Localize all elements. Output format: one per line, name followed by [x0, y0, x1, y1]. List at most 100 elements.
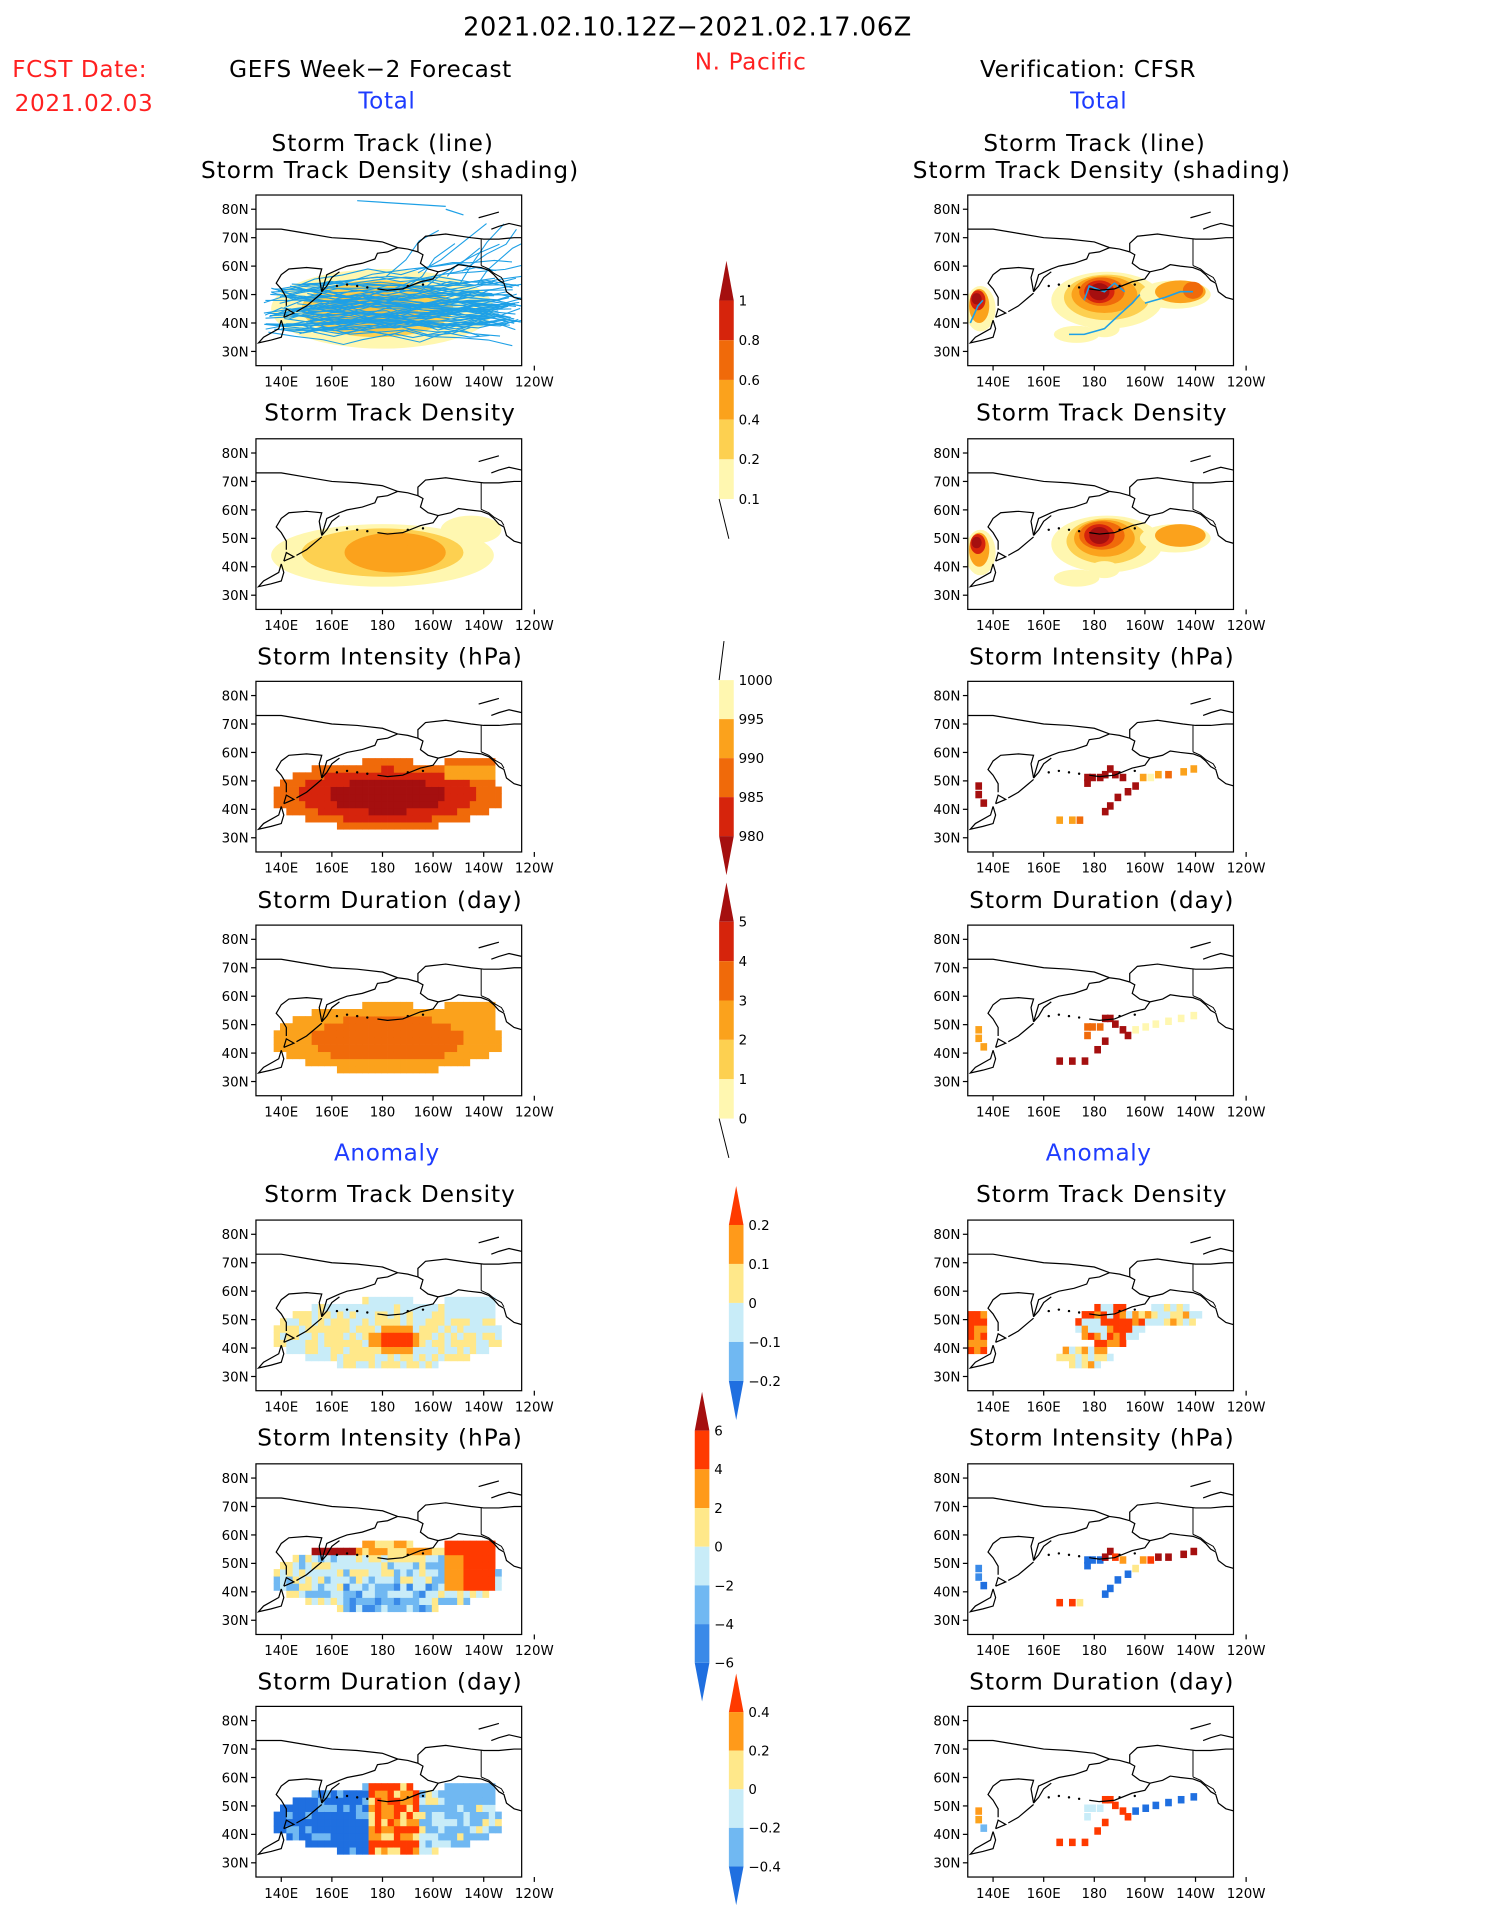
lat-tick-label: 60N [933, 504, 960, 519]
lon-tick-label: 140E [264, 1105, 298, 1120]
panel-title: Storm Intensity (hPa) [969, 643, 1235, 671]
lon-tick-label: 160W [414, 1105, 453, 1120]
colorbar-label: −2 [714, 1579, 734, 1594]
lat-tick-label: 30N [222, 1075, 249, 1090]
lat-tick-label: 80N [933, 447, 960, 462]
panel-title: Storm Duration (day) [969, 887, 1235, 915]
lat-tick-label: 70N [933, 1257, 960, 1272]
lon-tick-label: 160E [1027, 1400, 1061, 1415]
panel-title: Storm Intensity (hPa) [257, 1424, 523, 1452]
lon-tick-label: 140E [976, 619, 1010, 634]
lon-tick-label: 160E [315, 1644, 349, 1659]
colorbar-label: 4 [714, 1463, 723, 1478]
colorbar-duration: 5 4 3 2 1 0 [718, 882, 748, 1159]
lon-tick-label: 160W [414, 1400, 453, 1415]
colorbar-label: 0.1 [739, 493, 760, 508]
colorbar-label: 0.8 [739, 334, 760, 349]
lon-tick-label: 160E [1027, 1887, 1061, 1902]
colorbar-label: −0.2 [748, 1375, 781, 1390]
lon-tick-label: 120W [1227, 1105, 1266, 1120]
colorbar-anom-duration: 0.4 0.2 0 −0.2 −0.4 [728, 1673, 781, 1906]
right-column-title: Verification: CFSR [979, 56, 1197, 83]
lat-tick-label: 50N [222, 1557, 249, 1572]
lat-tick-label: 50N [933, 1800, 960, 1815]
lat-tick-label: 60N [222, 1285, 249, 1300]
lon-tick-label: 140W [1176, 1400, 1215, 1415]
colorbar-label: 1000 [739, 674, 773, 689]
panel-title: Storm Track Density (shading) [200, 157, 580, 185]
lon-tick-label: 180 [370, 1887, 396, 1902]
colorbar-label: 980 [739, 830, 765, 845]
colorbar-label: 0.1 [748, 1258, 769, 1273]
lon-tick-label: 120W [1227, 862, 1266, 877]
left-total-label: Total [358, 87, 416, 115]
lon-tick-label: 140W [1176, 1644, 1215, 1659]
colorbar-label: 0 [714, 1541, 723, 1556]
lat-tick-label: 40N [222, 1828, 249, 1843]
lon-tick-label: 140W [464, 1400, 503, 1415]
lat-tick-label: 50N [933, 1557, 960, 1572]
colorbar-label: 985 [739, 791, 765, 806]
shading-layer [975, 1547, 1198, 1607]
colorbar-label: 0.2 [739, 453, 760, 468]
lon-tick-label: 140W [1176, 1105, 1215, 1120]
lon-tick-label: 180 [370, 619, 396, 634]
lon-tick-label: 180 [1082, 375, 1108, 390]
lat-tick-label: 80N [933, 1228, 960, 1243]
lat-tick-label: 70N [222, 232, 249, 247]
lat-tick-label: 40N [933, 1342, 960, 1357]
lat-tick-label: 50N [933, 288, 960, 303]
colorbar-label: −6 [714, 1657, 734, 1672]
colorbar-label: 0 [748, 1297, 757, 1312]
map-svg: 140E 160E 180 160W 140W 120W 80N 70N 60N 50N 40N 30… [933, 1219, 1266, 1415]
lat-tick-label: 60N [933, 990, 960, 1005]
map-panel-gefs-anom-intensity: 140E 160E 180 160W 140W 120W 80N 70N 60N 50N 40N 30… [207, 1461, 554, 1659]
map-svg: 140E 160E 180 160W 140W 120W 80N 70N 60N 50N 40N 30… [933, 194, 1266, 390]
map-svg: 140E 160E 180 160W 140W 120W 80N 70N 60N 50N 40N 30… [933, 438, 1266, 634]
right-total-label: Total [1070, 87, 1128, 115]
lon-tick-label: 160E [315, 1887, 349, 1902]
lat-tick-label: 40N [933, 317, 960, 332]
lon-tick-label: 180 [370, 1105, 396, 1120]
map-svg: 140E 160E 180 160W 140W 120W 80N 70N 60N 50N 40N 30… [933, 1705, 1266, 1902]
lon-tick-label: 140E [976, 862, 1010, 877]
lat-tick-label: 60N [222, 260, 249, 275]
lon-tick-label: 160W [1126, 619, 1165, 634]
lon-tick-label: 140E [264, 862, 298, 877]
colorbar-label: 0.6 [739, 374, 760, 389]
lat-tick-label: 80N [222, 1228, 249, 1243]
lon-tick-label: 140E [976, 1400, 1010, 1415]
left-anomaly-label: Anomaly [333, 1139, 440, 1167]
colorbar-label: 0.2 [748, 1219, 769, 1234]
lat-tick-label: 80N [222, 203, 249, 218]
lat-tick-label: 70N [222, 962, 249, 977]
lon-tick-label: 140W [1176, 862, 1215, 877]
lat-tick-label: 80N [933, 1472, 960, 1487]
lon-tick-label: 180 [370, 1644, 396, 1659]
map-panel-cfsr-intensity: 140E 160E 180 160W 140W 120W 80N 70N 60N 50N 40N 30… [919, 679, 1266, 877]
lon-tick-label: 180 [370, 1400, 396, 1415]
lon-tick-label: 120W [515, 1105, 554, 1120]
lon-tick-label: 120W [1227, 375, 1266, 390]
colorbar-label: 6 [714, 1425, 723, 1440]
map-panel-cfsr-track-line: 140E 160E 180 160W 140W 120W 80N 70N 60N 50N 40N 30… [919, 193, 1266, 390]
lon-tick-label: 160E [1027, 862, 1061, 877]
lon-tick-label: 140E [264, 619, 298, 634]
lon-tick-label: 160E [315, 862, 349, 877]
colorbar-label: 1 [739, 294, 748, 309]
lon-tick-label: 160E [1027, 1105, 1061, 1120]
lon-tick-label: 180 [1082, 1644, 1108, 1659]
map-svg: 140E 160E 180 160W 140W 120W 80N 70N 60N 50N 40N 30… [933, 1463, 1266, 1659]
panel-title: Storm Duration (day) [257, 887, 523, 915]
lon-tick-label: 180 [1082, 619, 1108, 634]
lon-tick-label: 160W [1126, 1400, 1165, 1415]
lon-tick-label: 140E [264, 375, 298, 390]
colorbar-label: 5 [739, 916, 748, 931]
map-svg: 140E 160E 180 160W 140W 120W 80N 70N 60N 50N 40N 30… [933, 680, 1266, 877]
map-svg: 140E 160E 180 160W 140W 120W 80N 70N 60N 50N 40N 30… [222, 1219, 554, 1415]
shading-layer [273, 1783, 502, 1855]
lon-tick-label: 180 [370, 862, 396, 877]
lat-tick-label: 70N [222, 718, 249, 733]
lon-tick-label: 160W [1126, 862, 1165, 877]
